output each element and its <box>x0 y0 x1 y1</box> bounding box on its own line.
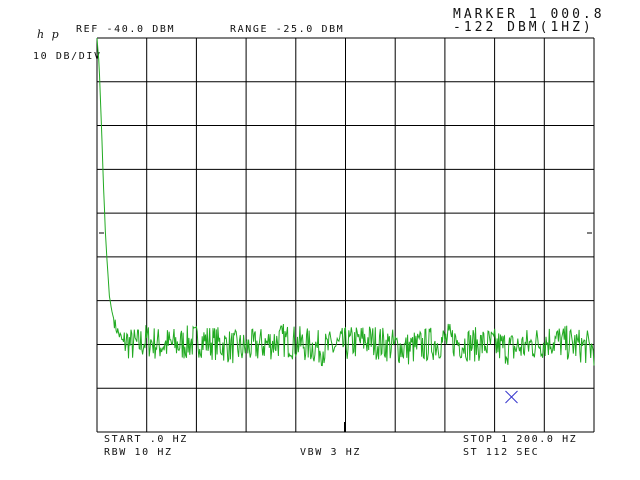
video-bandwidth-label: VBW 3 HZ <box>300 447 361 458</box>
marker-x-stroke <box>505 390 518 404</box>
reference-level-label: REF -40.0 DBM <box>76 24 176 35</box>
start-frequency-label: START .0 HZ <box>104 434 188 445</box>
marker-level-readout: -122 DBM(1HZ) <box>453 20 594 35</box>
scale-label: 10 DB/DIV <box>33 51 102 62</box>
stop-frequency-label: STOP 1 200.0 HZ <box>463 434 578 445</box>
hp-logo: h p <box>37 28 61 41</box>
graticule-ticks <box>99 232 592 432</box>
range-label: RANGE -25.0 DBM <box>230 24 345 35</box>
sweep-time-label: ST 112 SEC <box>463 447 540 458</box>
marker-readout: MARKER 1 000.8 <box>453 7 605 22</box>
resolution-bandwidth-label: RBW 10 HZ <box>104 447 173 458</box>
graticule <box>96 37 595 433</box>
spectrum-trace <box>96 37 595 367</box>
marker-symbol <box>505 390 518 404</box>
